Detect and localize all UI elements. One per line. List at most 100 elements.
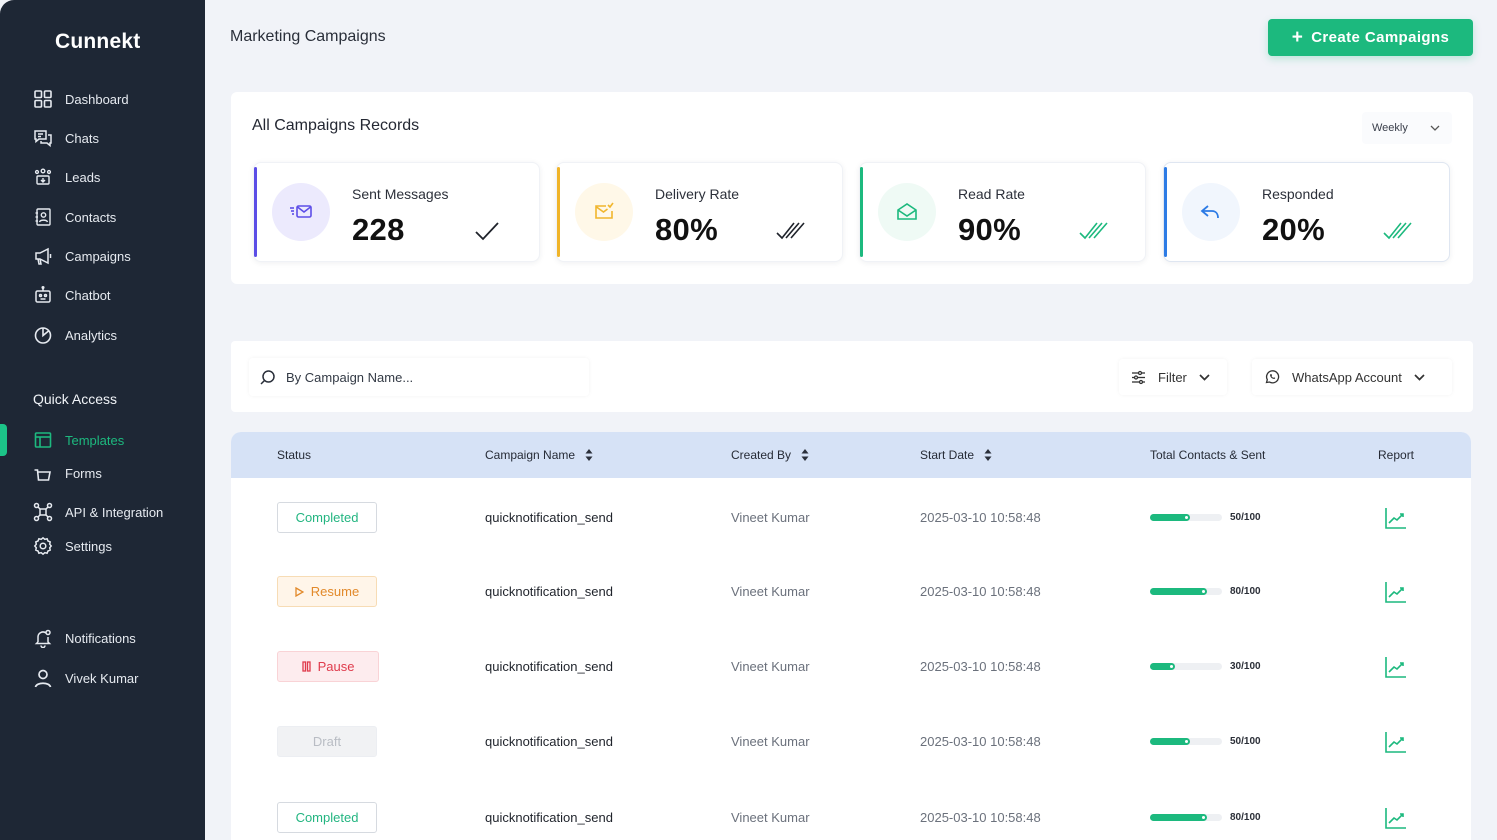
- campaign-name[interactable]: quicknotification_send: [485, 659, 613, 674]
- double-check-icon: [1383, 222, 1412, 240]
- status-badge-draft[interactable]: Draft: [277, 726, 377, 757]
- card-accent: [557, 167, 560, 257]
- status-cell: Completed: [277, 480, 377, 555]
- stat-card-read-rate[interactable]: Read Rate 90%: [859, 162, 1146, 262]
- sidebar-item-label: Chatbot: [65, 287, 111, 303]
- progress-fill: [1150, 514, 1190, 521]
- campaign-name[interactable]: quicknotification_send: [485, 584, 613, 599]
- start-date: 2025-03-10 10:58:48: [920, 510, 1041, 525]
- column-label: Campaign Name: [485, 448, 576, 462]
- brand-logo[interactable]: Cunnekt: [55, 30, 141, 53]
- sidebar-item-templates[interactable]: Templates: [33, 427, 124, 453]
- progress-cell: 30/100: [1150, 629, 1261, 704]
- campaign-name[interactable]: quicknotification_send: [485, 510, 613, 525]
- table-header: Status Campaign Name Created By Start Da…: [231, 432, 1471, 478]
- stat-value: 90%: [958, 212, 1021, 247]
- sidebar-item-settings[interactable]: Settings: [33, 533, 112, 559]
- stat-card-delivery-rate[interactable]: Delivery Rate 80%: [556, 162, 843, 262]
- start-date: 2025-03-10 10:58:48: [920, 659, 1041, 674]
- column-label: Report: [1378, 448, 1415, 462]
- start-date: 2025-03-10 10:58:48: [920, 584, 1041, 599]
- status-badge-pause[interactable]: Pause: [277, 651, 379, 682]
- line-chart-icon[interactable]: [1384, 506, 1408, 530]
- progress-cell: 80/100: [1150, 780, 1261, 840]
- whatsapp-account-dropdown[interactable]: WhatsApp Account: [1252, 359, 1452, 395]
- grid-icon: [34, 90, 52, 108]
- stat-card-responded[interactable]: Responded 20%: [1163, 162, 1450, 262]
- sidebar-item-api-integration[interactable]: API & Integration: [33, 499, 163, 525]
- progress-fill: [1150, 814, 1207, 821]
- line-chart-icon[interactable]: [1384, 655, 1408, 679]
- chat-icon: [34, 130, 52, 148]
- sidebar-item-campaigns[interactable]: Campaigns: [33, 243, 131, 269]
- sidebar-item-forms[interactable]: Forms: [33, 460, 102, 486]
- campaign-name[interactable]: quicknotification_send: [485, 810, 613, 825]
- sidebar-item-user-profile[interactable]: Vivek Kumar: [33, 665, 138, 691]
- sidebar-item-analytics[interactable]: Analytics: [33, 322, 117, 348]
- line-chart-icon[interactable]: [1384, 806, 1408, 830]
- mail-open-icon: [897, 203, 917, 220]
- period-value: Weekly: [1372, 122, 1408, 134]
- line-chart-icon[interactable]: [1384, 730, 1408, 754]
- column-header-total-contacts: Total Contacts & Sent: [1150, 432, 1265, 478]
- sort-icon[interactable]: [585, 449, 593, 461]
- search-icon: [260, 369, 275, 385]
- sidebar-item-label: Settings: [65, 538, 112, 554]
- start-date: 2025-03-10 10:58:48: [920, 810, 1041, 825]
- column-label: Created By: [731, 448, 792, 462]
- status-label: Draft: [312, 734, 342, 749]
- send-mail-icon: [290, 205, 312, 218]
- campaign-search-input[interactable]: [286, 369, 576, 385]
- sidebar-item-label: Templates: [65, 432, 125, 448]
- table-row[interactable]: Completed quicknotification_send Vineet …: [231, 780, 1471, 840]
- sidebar-item-dashboard[interactable]: Dashboard: [33, 86, 129, 112]
- period-select[interactable]: Weekly: [1362, 112, 1452, 144]
- sidebar-item-notifications[interactable]: Notifications: [33, 625, 136, 651]
- sidebar-item-label: API & Integration: [65, 504, 164, 520]
- table-row[interactable]: Draft quicknotification_send Vineet Kuma…: [231, 704, 1471, 779]
- integration-icon: [33, 502, 53, 522]
- table-row[interactable]: Resume quicknotification_send Vineet Kum…: [231, 554, 1471, 629]
- progress-text: 50/100: [1230, 736, 1261, 747]
- created-by: Vineet Kumar: [731, 510, 810, 525]
- status-badge-resume[interactable]: Resume: [277, 576, 377, 607]
- stat-card-sent-messages[interactable]: Sent Messages 228: [253, 162, 540, 262]
- status-badge-completed[interactable]: Completed: [277, 802, 377, 833]
- megaphone-icon: [35, 247, 52, 265]
- sort-icon[interactable]: [801, 449, 809, 461]
- status-label: Completed: [295, 510, 359, 525]
- column-header-start-date[interactable]: Start Date: [920, 432, 992, 478]
- sidebar-item-chats[interactable]: Chats: [33, 125, 99, 151]
- column-header-report: Report: [1378, 432, 1414, 478]
- sidebar-item-contacts[interactable]: Contacts: [33, 204, 116, 230]
- search-box[interactable]: [249, 358, 589, 396]
- pause-icon: [301, 661, 311, 672]
- campaign-name[interactable]: quicknotification_send: [485, 734, 613, 749]
- stat-label: Delivery Rate: [655, 186, 740, 202]
- filter-dropdown[interactable]: Filter: [1119, 359, 1227, 395]
- created-by: Vineet Kumar: [731, 810, 810, 825]
- create-campaigns-button[interactable]: + Create Campaigns: [1268, 19, 1473, 56]
- sidebar-item-chatbot[interactable]: Chatbot: [33, 282, 111, 308]
- table-row[interactable]: Pause quicknotification_send Vineet Kuma…: [231, 629, 1471, 704]
- sidebar-item-leads[interactable]: Leads: [33, 164, 100, 190]
- status-cell: Completed: [277, 780, 377, 840]
- sidebar-item-label: Contacts: [65, 209, 117, 225]
- table-row[interactable]: Completed quicknotification_send Vineet …: [231, 480, 1471, 555]
- column-header-campaign-name[interactable]: Campaign Name: [485, 432, 593, 478]
- status-badge-completed[interactable]: Completed: [277, 502, 377, 533]
- progress-cell: 50/100: [1150, 704, 1261, 779]
- chevron-down-icon: [1199, 373, 1210, 381]
- status-cell: Draft: [277, 704, 377, 779]
- stat-value: 20%: [1262, 212, 1325, 247]
- line-chart-icon[interactable]: [1384, 580, 1408, 604]
- report-cell: [1384, 780, 1408, 840]
- sort-icon[interactable]: [984, 449, 992, 461]
- stat-icon-wrap: [272, 183, 330, 241]
- progress-bar: [1150, 588, 1222, 595]
- status-cell: Pause: [277, 629, 379, 704]
- report-cell: [1384, 704, 1408, 779]
- column-header-created-by[interactable]: Created By: [731, 432, 809, 478]
- sidebar-item-label: Analytics: [65, 327, 118, 343]
